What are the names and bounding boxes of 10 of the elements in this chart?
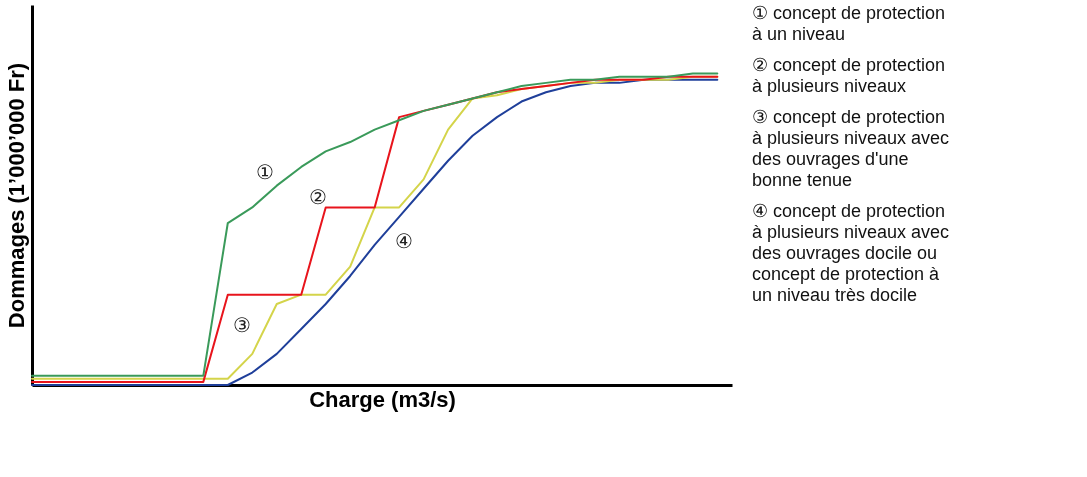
series-label: ④ [395,229,414,252]
text: ③ concept de protection à plusieurs niveaux avec des ouvrages d'une bonne tenue [752,107,950,190]
text: ① concept de protection à un niveau [752,3,946,44]
series-label: ① [255,161,274,184]
y-axis-title: Dommages (1’000’000 Fr) [3,62,29,329]
text: ② concept de protection à plusieurs niveaux [752,55,946,96]
series-label: ② [309,186,328,209]
x-axis-title: Charge (m3/s) [309,386,456,412]
text: ④ concept de protection à plusieurs niveaux avec des ouvrages docile ou concept de protection à un niveau très docile [752,201,950,305]
series-label: ③ [233,313,252,336]
